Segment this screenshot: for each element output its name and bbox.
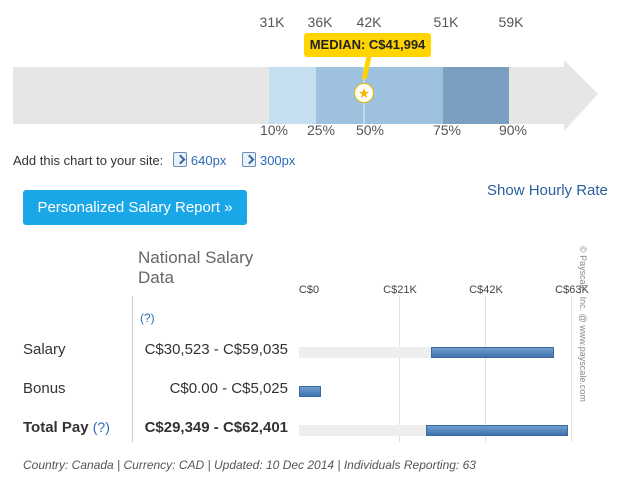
embed-bar: Add this chart to your site: 640px 300px (13, 152, 295, 168)
embed-icon (241, 152, 256, 167)
range-bar-bonus (299, 386, 321, 397)
range-bar-total-pay (425, 425, 569, 436)
top-tick-90: 59K (498, 14, 524, 30)
embed-icon (172, 152, 187, 167)
embed-640-label: 640px (190, 153, 227, 168)
band-25-75 (316, 67, 443, 124)
star-icon: ★ (354, 83, 374, 103)
percentile-arrow-chart (13, 60, 598, 131)
top-tick-10: 31K (259, 14, 285, 30)
axis-label-42k: C$42K (469, 284, 503, 296)
bottom-tick-10: 10% (259, 122, 289, 138)
band-10-25 (269, 67, 316, 124)
total-pay-help-link[interactable]: (?) (92, 419, 110, 435)
title-help-link[interactable]: (?) (140, 311, 155, 325)
row-range-total-pay: C$29,349 - C$62,401 (144, 419, 288, 436)
top-tick-25: 36K (307, 14, 333, 30)
bottom-tick-25: 25% (306, 122, 336, 138)
report-footer: Country: Canada | Currency: CAD | Update… (23, 458, 476, 472)
embed-prompt: Add this chart to your site: (13, 153, 164, 168)
show-hourly-rate-link[interactable]: Show Hourly Rate (487, 182, 608, 199)
national-salary-data-title: National Salary Data (138, 248, 254, 287)
total-pay-text: Total Pay (23, 419, 89, 436)
band-75-90 (443, 67, 509, 124)
gridline-63k (571, 296, 572, 442)
row-range-bonus: C$0.00 - C$5,025 (169, 380, 288, 397)
axis-label-0: C$0 (298, 284, 320, 296)
row-label-total-pay: Total Pay (?) (23, 419, 110, 436)
gridline-42k (485, 296, 486, 442)
track-salary (299, 347, 554, 358)
median-badge: MEDIAN: C$41,994 (304, 33, 431, 57)
gridline-21k (399, 296, 400, 442)
personalized-salary-report-button[interactable]: Personalized Salary Report » (23, 190, 247, 225)
bottom-tick-50: 50% (355, 122, 385, 138)
bottom-tick-75: 75% (432, 122, 462, 138)
row-range-salary: C$30,523 - C$59,035 (144, 341, 288, 358)
axis-label-21k: C$21K (383, 284, 417, 296)
copyright-notice: © Payscale, Inc. @ www.payscale.com (578, 246, 588, 402)
range-bar-salary (430, 347, 554, 358)
row-label-salary: Salary (23, 341, 66, 358)
embed-640-link[interactable]: 640px (172, 152, 230, 168)
axis-label-63k: C$63K (555, 284, 589, 296)
row-label-bonus: Bonus (23, 380, 66, 397)
bottom-tick-90: 90% (498, 122, 528, 138)
table-divider (132, 296, 133, 442)
embed-300-label: 300px (259, 153, 296, 168)
top-tick-75: 51K (433, 14, 459, 30)
embed-300-link[interactable]: 300px (241, 152, 296, 168)
top-tick-50: 42K (356, 14, 382, 30)
